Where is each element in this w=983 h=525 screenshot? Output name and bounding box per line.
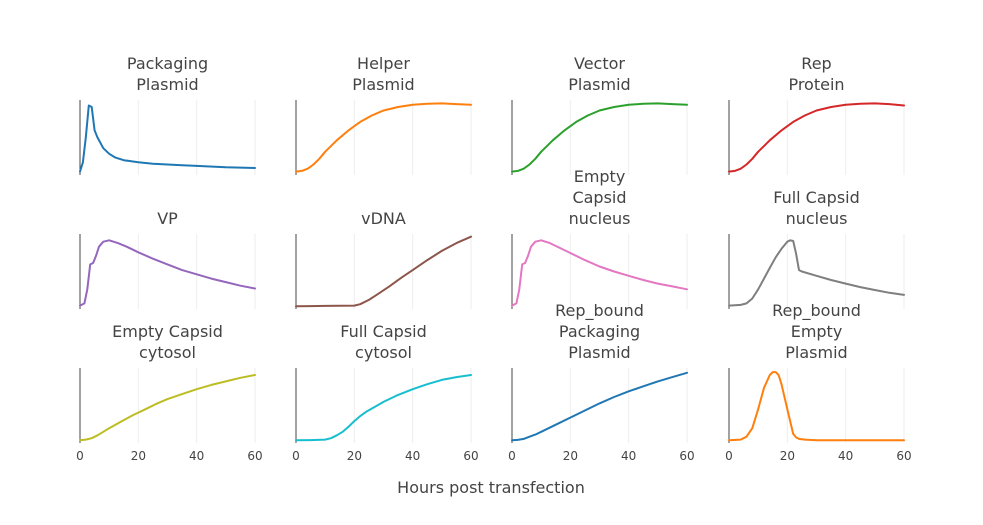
panel-title: Empty: [574, 167, 626, 186]
panel-title: cytosol: [139, 343, 196, 362]
panel-title: Full Capsid: [340, 322, 427, 341]
series-line: [728, 239, 905, 307]
panel-title: cytosol: [355, 343, 412, 362]
x-tick-label: 0: [508, 449, 516, 463]
x-tick-label: 20: [347, 449, 362, 463]
series-line: [79, 374, 256, 442]
panel-8: Full Capsid nucleus: [728, 188, 905, 309]
series-line: [295, 235, 472, 308]
x-tick-label: 20: [780, 449, 795, 463]
x-tick-label: 40: [405, 449, 420, 463]
panel-title: nucleus: [569, 209, 631, 228]
series-line: [295, 374, 472, 442]
panel-title: Plasmid: [352, 75, 414, 94]
panel-title: Vector: [574, 54, 625, 73]
x-tick-label: 40: [621, 449, 636, 463]
panel-2: Helper Plasmid: [295, 54, 472, 175]
x-tick-label: 0: [725, 449, 733, 463]
series-line: [728, 371, 905, 442]
panel-3: Vector Plasmid: [511, 54, 688, 175]
x-axis-label: Hours post transfection: [397, 478, 585, 497]
panel-title: Plasmid: [785, 343, 847, 362]
panel-title: Plasmid: [568, 343, 630, 362]
x-tick-label: 60: [463, 449, 478, 463]
panel-title: Plasmid: [568, 75, 630, 94]
series-line: [728, 102, 905, 173]
x-tick-label: 20: [131, 449, 146, 463]
panel-title: Helper: [357, 54, 410, 73]
panel-title: Empty Capsid: [112, 322, 223, 341]
panel-title: Packaging: [127, 54, 208, 73]
panel-title: nucleus: [786, 209, 848, 228]
x-tick-label: 60: [247, 449, 262, 463]
x-tick-label: 60: [896, 449, 911, 463]
panel-title: Full Capsid: [773, 188, 860, 207]
panel-title: Capsid: [572, 188, 626, 207]
panel-7: Empty Capsid nucleus: [511, 167, 688, 309]
series-line: [295, 102, 472, 173]
panel-title: Empty: [791, 322, 843, 341]
x-tick-label: 0: [292, 449, 300, 463]
x-tick-label: 40: [838, 449, 853, 463]
x-tick-label: 40: [189, 449, 204, 463]
panels-group: Packaging Plasmid Helper Plasmid Vector Plasm…: [76, 54, 911, 463]
panel-title: Rep: [801, 54, 831, 73]
panel-title: Packaging: [559, 322, 640, 341]
x-tick-label: 60: [679, 449, 694, 463]
panel-title: VP: [157, 209, 178, 228]
series-line: [511, 371, 688, 442]
series-line: [511, 102, 688, 173]
panel-title: Plasmid: [136, 75, 198, 94]
panel-title: Protein: [788, 75, 844, 94]
x-tick-label: 20: [563, 449, 578, 463]
panel-1: Packaging Plasmid: [79, 54, 256, 175]
panel-5: VP: [79, 209, 256, 309]
panel-9: Empty Capsid cytosol 0 20 40 60: [76, 322, 262, 463]
panel-title: Rep_bound: [555, 301, 644, 321]
series-line: [79, 239, 256, 307]
panel-title: vDNA: [361, 209, 406, 228]
panel-10: Full Capsid cytosol 0 20 40 60: [292, 322, 478, 463]
series-line: [79, 104, 256, 173]
panel-title: Rep_bound: [772, 301, 861, 321]
series-line: [511, 239, 688, 307]
panel-6: vDNA: [295, 209, 472, 309]
x-tick-label: 0: [76, 449, 84, 463]
panel-4: Rep Protein: [728, 54, 905, 175]
